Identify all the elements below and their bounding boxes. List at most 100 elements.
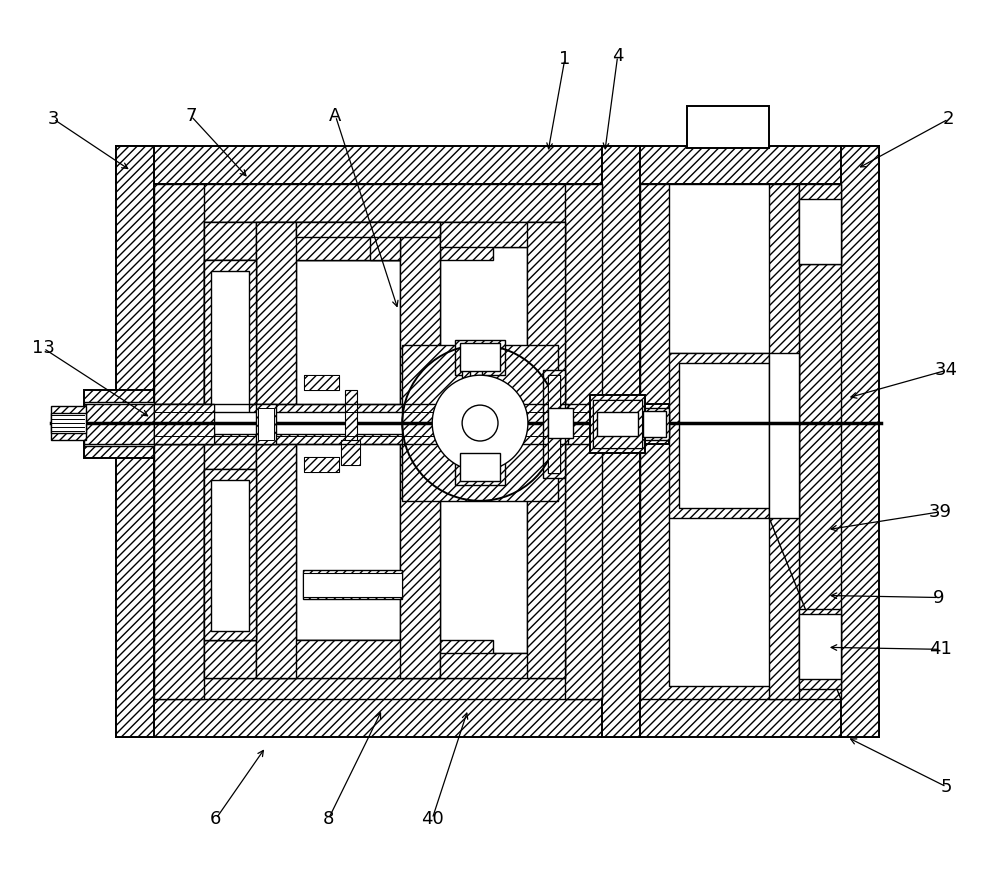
Text: 4: 4 (612, 48, 623, 65)
Bar (256, 222, 440, 260)
Text: 39: 39 (929, 502, 952, 521)
Bar (341, 440, 360, 465)
Bar (669, 353, 799, 517)
Bar (593, 400, 642, 448)
Bar (341, 440, 360, 465)
Bar (597, 412, 638, 436)
Bar (462, 370, 480, 455)
Bar (304, 375, 339, 390)
Bar (84, 390, 154, 458)
Text: 6: 6 (210, 810, 222, 828)
Bar (548, 375, 560, 473)
Bar (256, 641, 440, 678)
Bar (593, 400, 642, 448)
Bar (304, 457, 339, 472)
Bar (548, 408, 573, 438)
Bar (460, 453, 500, 480)
Bar (154, 412, 568, 434)
Bar (204, 469, 256, 641)
Bar (211, 270, 249, 420)
Bar (470, 360, 482, 468)
Text: 34: 34 (935, 361, 958, 379)
Bar (543, 370, 565, 478)
Bar (258, 408, 274, 440)
Bar (548, 375, 560, 473)
Bar (204, 469, 256, 641)
Text: 41: 41 (929, 641, 952, 658)
Bar (600, 412, 669, 434)
Bar (602, 146, 640, 737)
Wedge shape (402, 345, 558, 501)
Bar (370, 222, 400, 260)
Bar (154, 404, 214, 444)
Bar (296, 260, 400, 641)
Bar (799, 610, 841, 689)
Bar (154, 404, 568, 444)
Bar (204, 641, 493, 678)
Bar (565, 184, 602, 700)
Bar (204, 222, 256, 678)
Bar (769, 353, 799, 517)
Bar (211, 480, 249, 631)
Bar (154, 184, 602, 700)
Bar (669, 184, 799, 353)
Bar (204, 222, 493, 260)
Bar (256, 404, 276, 444)
Bar (643, 411, 666, 437)
Bar (440, 653, 565, 678)
Bar (841, 146, 879, 737)
Bar (296, 222, 440, 237)
Bar (402, 345, 558, 501)
Bar (640, 700, 879, 737)
Bar (799, 614, 841, 679)
Bar (304, 457, 339, 472)
Text: 40: 40 (421, 810, 444, 828)
Bar (669, 517, 799, 686)
Bar (799, 199, 841, 263)
Bar (440, 246, 527, 653)
Bar (590, 395, 645, 453)
Bar (204, 260, 256, 429)
Text: 1: 1 (559, 50, 570, 69)
Bar (769, 184, 799, 700)
Bar (440, 222, 565, 246)
Bar (154, 661, 602, 700)
Text: 9: 9 (933, 589, 944, 606)
Bar (84, 404, 154, 444)
Text: 8: 8 (323, 810, 334, 828)
Circle shape (432, 375, 528, 471)
Bar (303, 569, 402, 599)
Bar (345, 390, 357, 440)
Bar (640, 146, 879, 184)
Bar (304, 375, 339, 390)
Bar (256, 222, 296, 678)
Bar (640, 184, 841, 700)
Bar (640, 408, 669, 440)
Bar (687, 106, 769, 148)
Text: 13: 13 (32, 340, 55, 357)
Bar (51, 406, 86, 440)
Bar (303, 573, 402, 597)
Text: 3: 3 (48, 110, 59, 128)
Bar (679, 363, 769, 508)
Bar (460, 343, 500, 371)
Bar (455, 450, 505, 485)
Text: 7: 7 (185, 107, 197, 125)
Bar (600, 404, 669, 444)
Bar (154, 184, 602, 222)
Circle shape (462, 405, 498, 441)
Bar (154, 184, 204, 700)
Bar (204, 260, 256, 429)
Bar (84, 402, 154, 446)
Bar (116, 146, 640, 184)
Bar (51, 413, 86, 433)
Bar (116, 700, 640, 737)
Bar (527, 222, 565, 678)
Text: 2: 2 (943, 110, 954, 128)
Text: 5: 5 (941, 778, 952, 796)
Bar (154, 404, 214, 444)
Bar (455, 341, 505, 375)
Bar (116, 146, 154, 737)
Text: A: A (329, 107, 342, 125)
Bar (400, 222, 440, 678)
